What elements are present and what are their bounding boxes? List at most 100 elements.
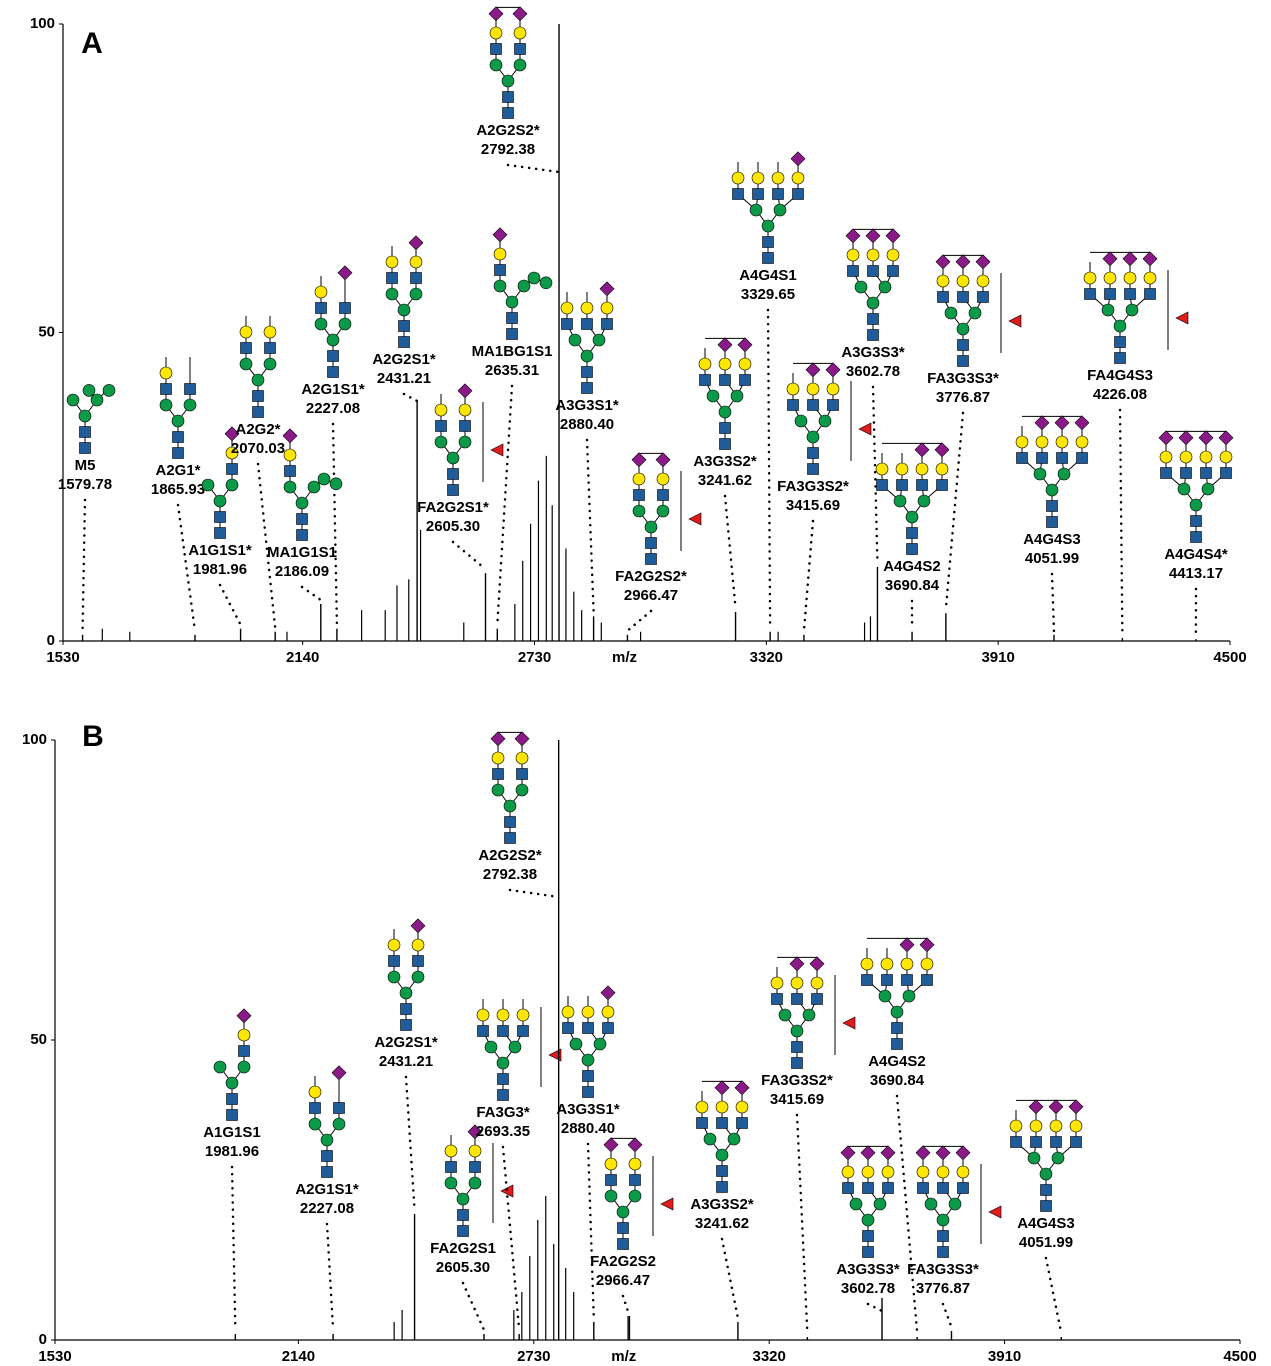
sialic-acid: [1143, 252, 1157, 266]
glycan-icon: [477, 999, 561, 1101]
mannose: [807, 431, 819, 443]
sialic-acid: [1035, 416, 1049, 430]
glycan-name: A2G2S2*: [478, 847, 542, 864]
mannose: [1126, 304, 1138, 316]
sialic-acid: [515, 732, 529, 746]
glcnac: [448, 469, 459, 480]
glcnac: [505, 817, 516, 828]
mannose: [855, 281, 867, 293]
glcnac: [888, 266, 899, 277]
glcnac: [478, 1026, 489, 1037]
leader-line: [804, 521, 813, 631]
glcnac: [173, 448, 184, 459]
glcnac: [328, 351, 339, 362]
sialic-acid: [900, 938, 914, 952]
glcnac: [618, 1223, 629, 1234]
glcnac: [227, 1094, 238, 1105]
glcnac: [239, 1046, 250, 1057]
glycan-icon: [491, 732, 529, 844]
glcnac: [907, 528, 918, 539]
glycan-icon: [604, 1138, 673, 1250]
leader-line: [406, 1077, 415, 1210]
glcnac: [1105, 289, 1116, 300]
glcnac: [491, 44, 502, 55]
galactose: [315, 286, 327, 298]
glcnac: [241, 343, 252, 354]
glycan-icon: [696, 1081, 749, 1193]
peak-mz-label: 1579.78: [58, 476, 112, 493]
sialic-acid: [866, 229, 880, 243]
glcnac: [458, 1210, 469, 1221]
mannose: [388, 971, 400, 983]
glcnac: [937, 480, 948, 491]
galactose: [882, 1166, 894, 1178]
mannose: [445, 1177, 457, 1189]
galactose: [1030, 1120, 1042, 1132]
glycan-name: A2G2*: [235, 421, 280, 438]
glcnac: [828, 400, 839, 411]
glcnac: [897, 480, 908, 491]
galactose: [1200, 451, 1212, 463]
glcnac: [507, 329, 518, 340]
galactose: [732, 172, 744, 184]
mannose: [795, 415, 807, 427]
leader-line: [768, 310, 770, 628]
glcnac: [458, 1226, 469, 1237]
leader-line: [1046, 1258, 1061, 1333]
glcnac: [868, 266, 879, 277]
galactose: [1016, 436, 1028, 448]
galactose: [1124, 272, 1136, 284]
mannose: [79, 410, 91, 422]
mannose: [593, 334, 605, 346]
glcnac: [808, 464, 819, 475]
mannose: [330, 478, 342, 490]
glcnac: [399, 337, 410, 348]
galactose: [957, 275, 969, 287]
mannose: [704, 1133, 716, 1145]
glcnac: [883, 1183, 894, 1194]
glycan-name: MA1BG1S1: [472, 343, 553, 360]
sialic-acid: [806, 363, 820, 377]
leader-line: [83, 500, 85, 631]
glcnac: [1037, 453, 1048, 464]
mannose: [296, 497, 308, 509]
galactose: [490, 27, 502, 39]
galactose: [887, 249, 899, 261]
glycan-icon: [1010, 1100, 1083, 1212]
mannose: [540, 277, 552, 289]
galactose: [657, 473, 669, 485]
glcnac: [446, 1162, 457, 1173]
mannose: [214, 1061, 226, 1073]
glcnac: [918, 1183, 929, 1194]
glcnac: [753, 189, 764, 200]
galactose: [633, 473, 645, 485]
glycan-name: A2G1S1*: [295, 1181, 359, 1198]
glcnac: [958, 340, 969, 351]
leader-line: [508, 165, 559, 172]
glycan-icon: [309, 1066, 346, 1178]
glcnac: [517, 769, 528, 780]
mannose: [398, 304, 410, 316]
sialic-acid: [237, 1009, 251, 1023]
glcnac: [563, 1023, 574, 1034]
panel-label: B: [82, 720, 104, 753]
glycan-name: FA3G3S2*: [777, 478, 849, 495]
mannose: [226, 479, 238, 491]
sialic-acid: [826, 363, 840, 377]
glcnac: [1041, 1185, 1052, 1196]
mannose: [731, 390, 743, 402]
leader-line: [797, 1115, 807, 1333]
sialic-acid: [600, 282, 614, 296]
leader-line: [497, 386, 512, 625]
glcnac: [618, 1239, 629, 1250]
glycan-icon: [435, 384, 503, 496]
sialic-acid: [491, 732, 505, 746]
sialic-acid: [1159, 431, 1173, 445]
sialic-acid: [1219, 431, 1233, 445]
glcnac: [401, 1004, 412, 1015]
glycan-name: FA3G3S3*: [907, 1261, 979, 1278]
galactose: [629, 1158, 641, 1170]
galactose: [937, 275, 949, 287]
glcnac: [737, 1118, 748, 1129]
sialic-acid: [861, 1146, 875, 1160]
